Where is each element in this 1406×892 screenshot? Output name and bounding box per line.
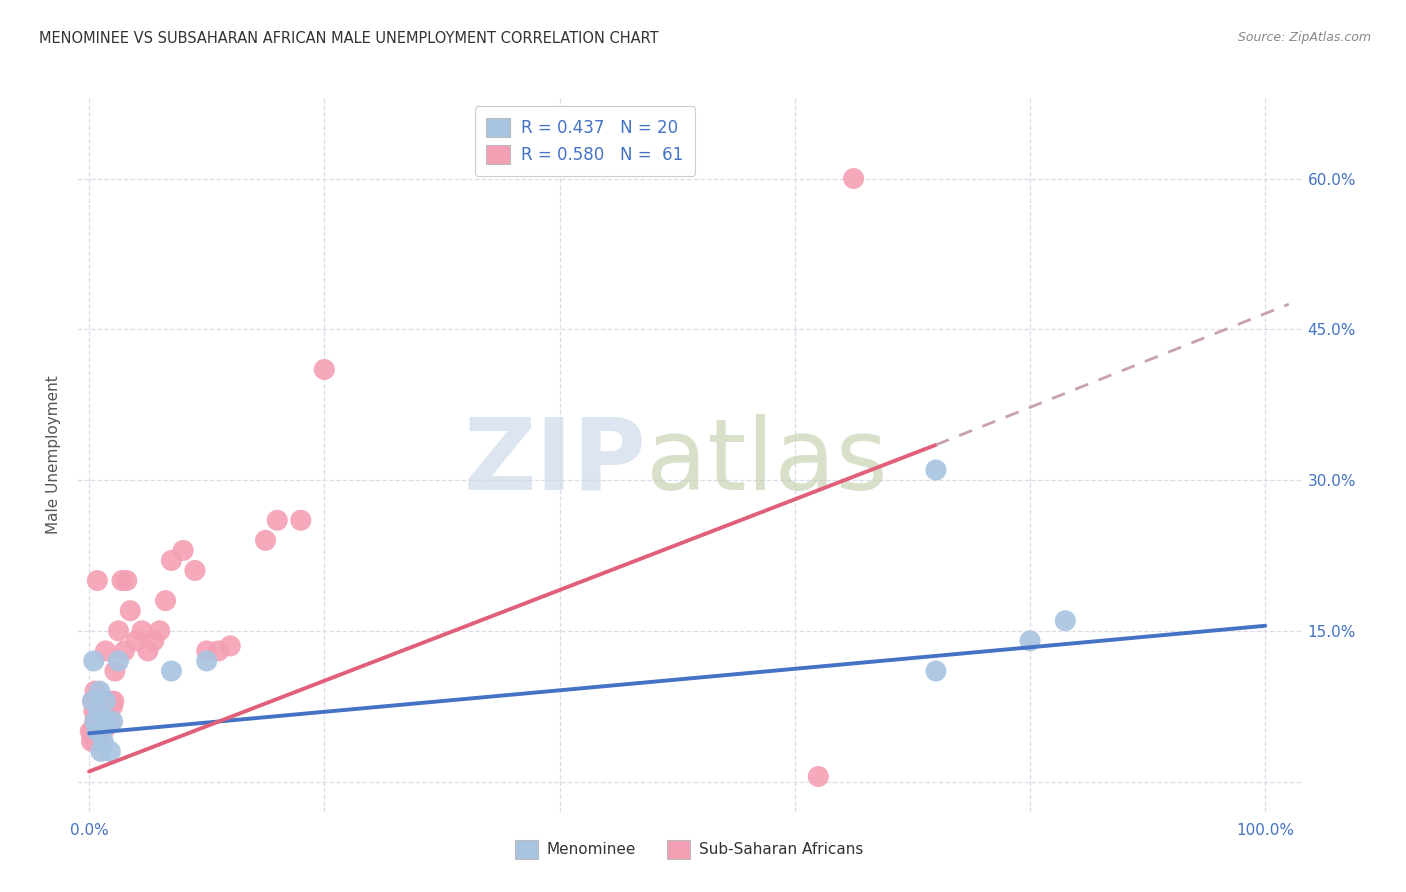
- Point: [807, 770, 830, 784]
- Point: [84, 714, 107, 729]
- Point: [107, 654, 129, 668]
- Text: ZIP: ZIP: [463, 414, 647, 510]
- Point: [195, 654, 218, 668]
- Point: [195, 644, 218, 658]
- Text: MENOMINEE VS SUBSAHARAN AFRICAN MALE UNEMPLOYMENT CORRELATION CHART: MENOMINEE VS SUBSAHARAN AFRICAN MALE UNE…: [39, 31, 659, 46]
- Point: [97, 714, 120, 729]
- Point: [1019, 633, 1042, 648]
- Point: [111, 574, 134, 588]
- Point: [98, 714, 121, 729]
- Point: [103, 694, 125, 708]
- Point: [83, 704, 105, 718]
- Point: [120, 604, 142, 618]
- Point: [925, 664, 948, 678]
- Point: [84, 714, 107, 729]
- Point: [82, 694, 104, 708]
- Point: [91, 734, 114, 748]
- Point: [97, 714, 120, 729]
- Point: [90, 704, 112, 718]
- Point: [925, 463, 948, 477]
- Point: [219, 639, 242, 653]
- Point: [115, 574, 138, 588]
- Point: [84, 684, 107, 698]
- Point: [84, 734, 107, 748]
- Point: [142, 633, 165, 648]
- Point: [149, 624, 172, 638]
- Point: [84, 704, 107, 718]
- Point: [91, 704, 114, 718]
- Point: [131, 624, 153, 638]
- Point: [86, 574, 108, 588]
- Point: [86, 724, 108, 739]
- Point: [266, 513, 288, 527]
- Point: [107, 624, 129, 638]
- Point: [98, 744, 121, 758]
- Y-axis label: Male Unemployment: Male Unemployment: [46, 376, 62, 534]
- Point: [79, 724, 101, 739]
- Point: [89, 714, 111, 729]
- Point: [254, 533, 277, 548]
- Legend: Menominee, Sub-Saharan Africans: Menominee, Sub-Saharan Africans: [509, 834, 869, 864]
- Point: [842, 171, 865, 186]
- Point: [90, 744, 112, 758]
- Point: [90, 724, 112, 739]
- Point: [93, 694, 115, 708]
- Point: [96, 719, 118, 733]
- Point: [155, 593, 177, 607]
- Point: [160, 664, 183, 678]
- Point: [84, 724, 107, 739]
- Point: [98, 699, 121, 714]
- Point: [91, 714, 114, 729]
- Point: [94, 714, 117, 729]
- Point: [125, 633, 148, 648]
- Point: [91, 724, 114, 739]
- Text: atlas: atlas: [647, 414, 887, 510]
- Point: [86, 704, 108, 718]
- Point: [80, 734, 103, 748]
- Point: [83, 654, 105, 668]
- Point: [87, 704, 110, 718]
- Point: [314, 362, 336, 376]
- Point: [101, 714, 124, 729]
- Point: [89, 684, 111, 698]
- Point: [83, 724, 105, 739]
- Point: [87, 714, 110, 729]
- Point: [94, 694, 117, 708]
- Point: [96, 704, 118, 718]
- Point: [87, 734, 110, 748]
- Point: [1054, 614, 1077, 628]
- Point: [82, 694, 104, 708]
- Point: [86, 724, 108, 739]
- Point: [90, 714, 112, 729]
- Point: [89, 694, 111, 708]
- Point: [290, 513, 312, 527]
- Point: [82, 724, 104, 739]
- Point: [91, 724, 114, 739]
- Point: [172, 543, 194, 558]
- Text: Source: ZipAtlas.com: Source: ZipAtlas.com: [1237, 31, 1371, 45]
- Point: [94, 644, 117, 658]
- Point: [100, 694, 122, 708]
- Point: [160, 553, 183, 567]
- Point: [91, 724, 114, 739]
- Point: [112, 644, 135, 658]
- Point: [207, 644, 229, 658]
- Point: [93, 714, 115, 729]
- Point: [184, 564, 207, 578]
- Point: [101, 699, 124, 714]
- Point: [104, 664, 127, 678]
- Point: [136, 644, 159, 658]
